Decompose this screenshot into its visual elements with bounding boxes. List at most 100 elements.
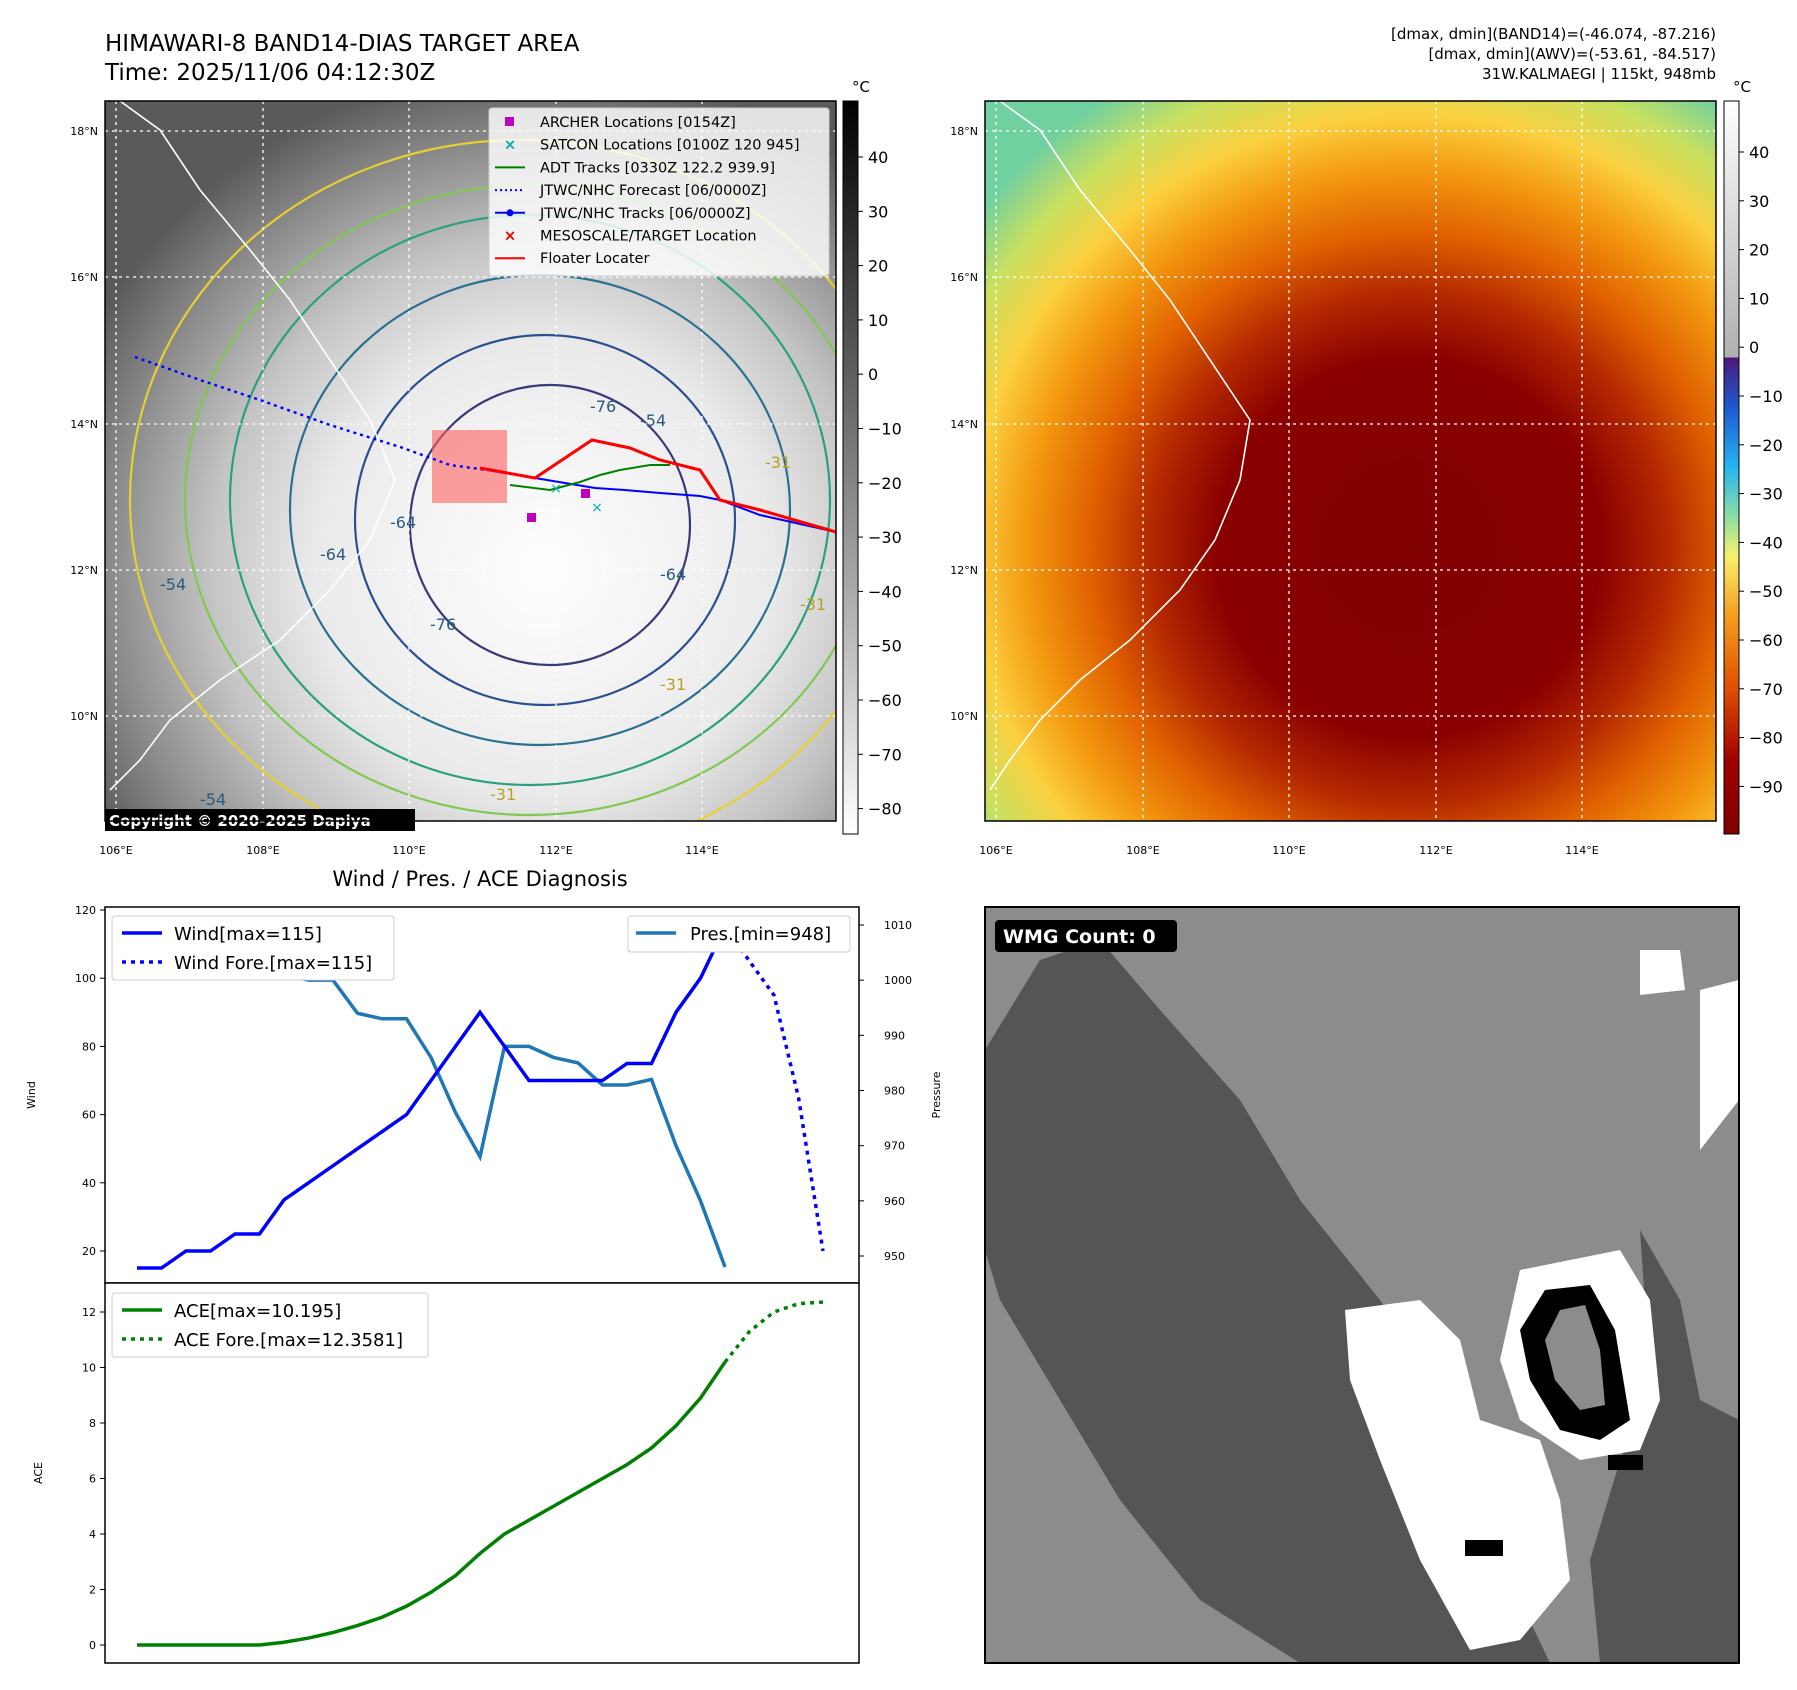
legend-label: JTWC/NHC Forecast [06/0000Z] [539, 183, 766, 199]
colorbar-tick-label: −40 [1749, 533, 1783, 552]
wind-tick-label: 120 [75, 904, 96, 917]
colorbar-tick-label: −70 [1749, 680, 1783, 699]
colorbar-tick-label: −60 [868, 691, 902, 710]
jtwc-track [486, 469, 837, 533]
pressure-tick-label: 950 [884, 1250, 905, 1263]
map-frame [984, 100, 1717, 822]
colorbar-tick-label: −10 [1749, 387, 1783, 406]
ace-ylabel: ACE [32, 1462, 45, 1484]
ace-tick-label: 12 [82, 1306, 96, 1319]
title-line1: HIMAWARI-8 BAND14-DIAS TARGET AREA [105, 31, 580, 57]
legend-wind: Wind[max=115] [174, 924, 322, 945]
svg-text:16°N: 16°N [70, 271, 98, 284]
ir-color-image [985, 101, 1716, 821]
legend-item: Floater Locater [495, 251, 649, 267]
legend-pres: Pres.[min=948] [690, 924, 831, 945]
satcon-marker: × [550, 481, 562, 497]
colorbar-tick-label: −20 [868, 474, 902, 493]
colorbar-tick-label: −80 [1749, 729, 1783, 748]
colorbar-tick-label: −90 [1749, 777, 1783, 796]
colorbar-tick-label: −20 [1749, 436, 1783, 455]
legend-label: ADT Tracks [0330Z 122.2 939.9] [540, 160, 775, 176]
contour-label: -31 [800, 595, 826, 614]
map-frame [104, 100, 837, 822]
wind-line [137, 926, 727, 1270]
svg-text:110°E: 110°E [1272, 844, 1305, 857]
contour-label: -76 [430, 615, 456, 634]
svg-text:10°N: 10°N [950, 710, 978, 723]
wind-ylabel: Wind [25, 1081, 38, 1109]
right-colorbar: °C 40 30 20 10 0 −10 −20 −30 −40 −50 −60 −70 −80 −90 [1723, 78, 1783, 835]
contour-label: -64 [390, 513, 416, 532]
legend-label: Floater Locater [540, 251, 649, 267]
legend-item: × SATCON Locations [0100Z 120 945] [504, 136, 800, 154]
floater-locater [479, 438, 837, 534]
svg-text:108°E: 108°E [1126, 844, 1159, 857]
colorbar-tick-label: −30 [1749, 485, 1783, 504]
ace-tick-label: 8 [89, 1417, 96, 1430]
legend-marker: × [504, 227, 517, 245]
wind-tick-label: 80 [82, 1040, 96, 1053]
black-region [1465, 1540, 1503, 1556]
svg-text:114°E: 114°E [1565, 844, 1598, 857]
ace-legend: ACE[max=10.195] ACE Fore.[max=12.3581] [111, 1292, 429, 1358]
pressure-tick-label: 970 [884, 1140, 905, 1153]
colorbar-tick-label: −70 [868, 745, 902, 764]
colorbar-tick-label: 10 [868, 311, 888, 330]
legend-ace: ACE[max=10.195] [174, 1301, 341, 1322]
ace-tick-label: 4 [89, 1528, 96, 1541]
svg-text:10°N: 10°N [70, 710, 98, 723]
gray-core [1545, 1305, 1605, 1410]
svg-text:108°E: 108°E [246, 844, 279, 857]
pressure-tick-label: 980 [884, 1085, 905, 1098]
svg-text:18°N: 18°N [950, 125, 978, 138]
left-colorbar: °C 40 30 20 10 0 −10 −20 −30 −40 −50 −60 −70 −80 [842, 78, 902, 835]
svg-text:12°N: 12°N [950, 564, 978, 577]
legend-label: MESOSCALE/TARGET Location [540, 229, 757, 245]
svg-text:106°E: 106°E [979, 844, 1012, 857]
svg-text:16°N: 16°N [950, 271, 978, 284]
wind-legend: Wind[max=115] Wind Fore.[max=115] [111, 915, 395, 981]
info-line2: [dmax, dmin](AWV)=(-53.61, -84.517) [1428, 45, 1716, 63]
pressure-tick-label: 1000 [884, 974, 912, 987]
svg-text:14°N: 14°N [70, 418, 98, 431]
wind-tick-label: 40 [82, 1177, 96, 1190]
contour-label: -76 [590, 397, 616, 416]
legend-ace-fore: ACE Fore.[max=12.3581] [174, 1330, 403, 1351]
ace-chart: 0 2 4 6 8 10 12 ACE ACE[max=10.195] ACE Fore.[… [32, 1282, 860, 1664]
wind-tick-label: 20 [82, 1245, 96, 1258]
colorbar-tick-label: −30 [868, 528, 902, 547]
colorbar-tick-label: 20 [868, 257, 888, 276]
legend-marker: × [504, 136, 517, 154]
wind-pres-chart: 20 40 60 80 100 120 950 960 970 980 990 1000 1010 Wi… [25, 904, 943, 1284]
contour-label: -54 [160, 575, 186, 594]
colorbar-tick-label: 40 [1749, 143, 1769, 162]
colorbar-tick-label: 30 [868, 202, 888, 221]
colorbar-tick-label: 0 [1749, 338, 1759, 357]
colorbar-tick-label: 30 [1749, 192, 1769, 211]
right-map-axis-labels: 18°N 16°N 14°N 12°N 10°N 106°E 108°E 110… [950, 125, 1599, 857]
ace-tick-label: 6 [89, 1473, 96, 1486]
wind-tick-label: 60 [82, 1109, 96, 1122]
archer-marker [581, 489, 590, 498]
svg-text:18°N: 18°N [70, 125, 98, 138]
right-ir-map [984, 100, 1717, 822]
wmg-panel: WMG Count: 0 [984, 906, 1740, 1664]
svg-text:°C: °C [1733, 78, 1751, 96]
colorbar-tick-label: 40 [868, 148, 888, 167]
legend-label: ARCHER Locations [0154Z] [540, 115, 736, 131]
ace-line [137, 1361, 727, 1647]
legend-label: SATCON Locations [0100Z 120 945] [540, 138, 799, 154]
colorbar-tick-label: −40 [868, 582, 902, 601]
svg-text:°C: °C [852, 78, 870, 96]
grid-lines [105, 101, 836, 821]
dark-gray-region [1590, 1230, 1739, 1663]
legend-wind-fore: Wind Fore.[max=115] [174, 953, 372, 974]
svg-text:12°N: 12°N [70, 564, 98, 577]
copyright-box [105, 809, 415, 831]
colorbar-tick-label: 10 [1749, 289, 1769, 308]
info-line3: 31W.KALMAEGI | 115kt, 948mb [1482, 65, 1716, 83]
svg-text:110°E: 110°E [392, 844, 425, 857]
archer-marker [527, 513, 536, 522]
